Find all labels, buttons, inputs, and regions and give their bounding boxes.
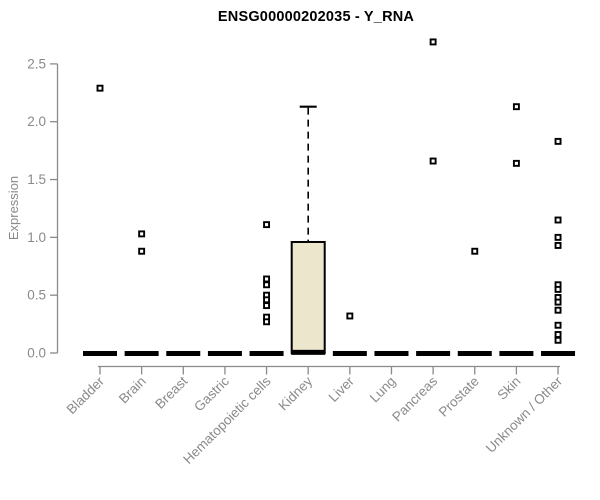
median-bar — [416, 351, 451, 356]
data-point — [263, 221, 271, 229]
x-tick-label-pancreas: Pancreas — [389, 373, 440, 424]
y-tick-label: 1.5 — [27, 172, 46, 187]
median-bar — [83, 351, 117, 356]
data-point — [138, 230, 146, 238]
data-point — [263, 281, 271, 289]
median-bar — [457, 351, 492, 356]
x-tick-label-breast: Breast — [152, 373, 190, 411]
x-tick-label-gastric: Gastric — [191, 373, 232, 414]
y-tick-label: 2.5 — [27, 56, 46, 71]
y-tick-label: 0.5 — [27, 288, 46, 303]
data-point — [554, 216, 562, 224]
x-tick-label-kidney: Kidney — [276, 373, 316, 413]
x-tick-label-lung: Lung — [367, 374, 399, 406]
y-tick-label: 2.0 — [27, 114, 46, 129]
median-bar — [291, 349, 326, 355]
data-point — [554, 321, 562, 329]
data-point — [263, 275, 271, 283]
data-point — [554, 306, 562, 314]
chart-title: ENSG00000202035 - Y_RNA — [217, 9, 415, 25]
x-tick-label-skin: Skin — [494, 374, 523, 403]
median-bar — [166, 351, 201, 356]
data-point — [554, 336, 562, 344]
x-tick-label-liver: Liver — [326, 373, 358, 405]
median-bar — [499, 351, 534, 356]
data-point — [512, 103, 520, 111]
data-point — [346, 312, 354, 320]
data-point — [429, 157, 437, 165]
data-point — [263, 318, 271, 326]
median-bar — [374, 351, 409, 356]
x-tick-label-prostate: Prostate — [436, 374, 482, 420]
data-point — [138, 247, 146, 255]
data-point — [554, 242, 562, 249]
y-tick-label: 0.0 — [27, 346, 46, 361]
data-point — [554, 331, 562, 338]
y-tick-label: 1.0 — [27, 230, 46, 245]
data-point — [554, 233, 562, 241]
data-point — [512, 159, 520, 167]
x-tick-label-brain: Brain — [116, 374, 149, 407]
data-point — [554, 298, 562, 306]
data-point — [263, 302, 271, 310]
data-point — [554, 137, 562, 145]
median-bar — [207, 351, 242, 356]
median-bar — [124, 351, 159, 356]
box-body — [290, 240, 326, 354]
data-point — [429, 38, 437, 46]
data-point — [554, 285, 562, 293]
median-bar — [249, 351, 284, 356]
x-tick-label-unknown-other: Unknown / Other — [483, 373, 566, 456]
data-point — [96, 84, 104, 92]
data-point — [263, 296, 271, 304]
x-tick-label-bladder: Bladder — [64, 373, 108, 417]
data-point — [471, 247, 479, 255]
median-bar — [541, 351, 576, 356]
median-bar — [332, 351, 367, 356]
